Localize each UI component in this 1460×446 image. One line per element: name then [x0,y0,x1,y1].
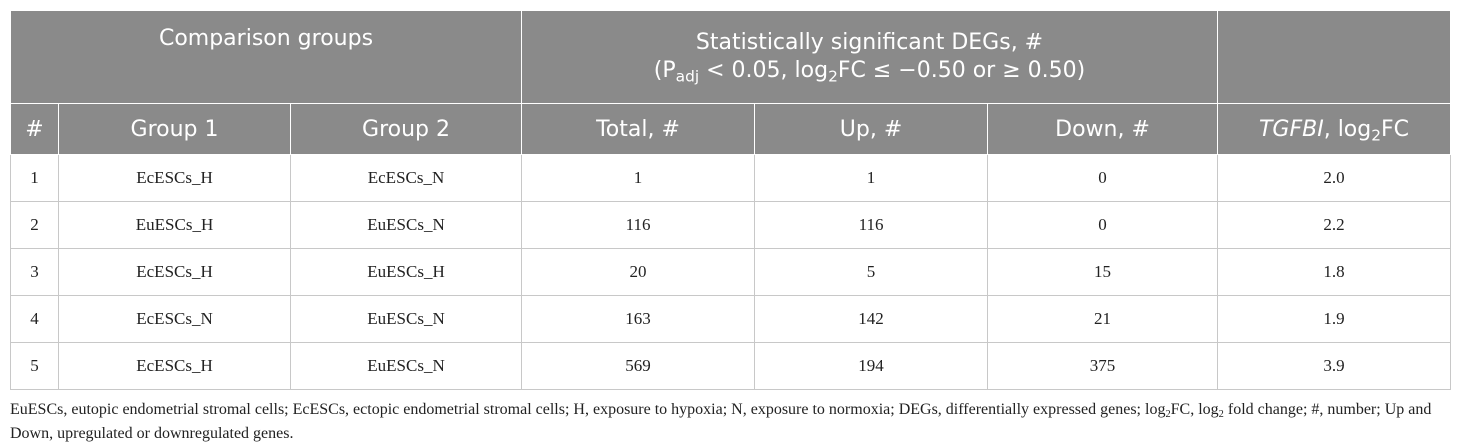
cell-group2: EuESCs_N [289,295,523,343]
significant-degs-line1: Statistically significant DEGs, # [695,30,1044,55]
cell-up: 142 [754,295,989,343]
col-up-header: Up, # [754,103,989,155]
cell-down: 0 [987,154,1219,202]
cell-up: 1 [754,154,989,202]
cell-group2: EcESCs_N [289,154,523,202]
col-group2-header: Group 2 [289,103,523,155]
table-row: 5 EcESCs_H EuESCs_N 569 194 375 3.9 [10,342,1452,390]
col-total-header: Total, # [521,103,756,155]
significant-degs-header: Statistically significant DEGs, # (Padj … [521,10,1219,104]
cell-num: 1 [10,154,59,202]
table-row: 3 EcESCs_H EuESCs_H 20 5 15 1.8 [10,248,1452,296]
empty-header-cell [1217,10,1452,104]
table-row: 2 EuESCs_H EuESCs_N 116 116 0 2.2 [10,201,1452,249]
cell-up: 5 [754,248,989,296]
cell-tgfbi: 2.0 [1217,154,1452,202]
cell-up: 116 [754,201,989,249]
cell-total: 569 [521,342,756,390]
cell-group1: EuESCs_H [58,201,291,249]
header-row-1: Comparison groups Statistically signific… [9,10,1452,104]
cell-tgfbi: 2.2 [1217,201,1452,249]
comparison-groups-header: Comparison groups [9,10,523,104]
table-footnote: EuESCs, eutopic endometrial stromal cell… [10,401,1432,442]
cell-up: 194 [754,342,989,390]
cell-group1: EcESCs_H [58,248,291,296]
cell-group1: EcESCs_H [58,154,291,202]
col-num-header: # [10,103,59,155]
table-row: 1 EcESCs_H EcESCs_N 1 1 0 2.0 [10,154,1452,202]
cell-total: 116 [521,201,756,249]
cell-num: 3 [10,248,59,296]
cell-group2: EuESCs_H [289,248,523,296]
cell-group1: EcESCs_N [58,295,291,343]
cell-down: 0 [987,201,1219,249]
col-group1-header: Group 1 [58,103,291,155]
cell-group2: EuESCs_N [289,342,523,390]
deg-table: Comparison groups Statistically signific… [9,10,1452,390]
cell-tgfbi: 1.9 [1217,295,1452,343]
cell-num: 2 [10,201,59,249]
cell-num: 5 [10,342,59,390]
col-down-header: Down, # [987,103,1219,155]
cell-down: 15 [987,248,1219,296]
cell-down: 21 [987,295,1219,343]
cell-group2: EuESCs_N [289,201,523,249]
cell-tgfbi: 3.9 [1217,342,1452,390]
cell-down: 375 [987,342,1219,390]
cell-total: 20 [521,248,756,296]
cell-num: 4 [10,295,59,343]
col-tgfbi-header: TGFBI, log2FC [1217,103,1452,155]
cell-tgfbi: 1.8 [1217,248,1452,296]
header-row-2: # Group 1 Group 2 Total, # Up, # Down, #… [10,103,1452,155]
table-container: Comparison groups Statistically signific… [9,10,1452,446]
cell-total: 163 [521,295,756,343]
table-row: 4 EcESCs_N EuESCs_N 163 142 21 1.9 [10,295,1452,343]
cell-group1: EcESCs_H [58,342,291,390]
cell-total: 1 [521,154,756,202]
significant-degs-line2: (Padj < 0.05, log2FC ≤ −0.50 or ≥ 0.50) [653,58,1086,86]
